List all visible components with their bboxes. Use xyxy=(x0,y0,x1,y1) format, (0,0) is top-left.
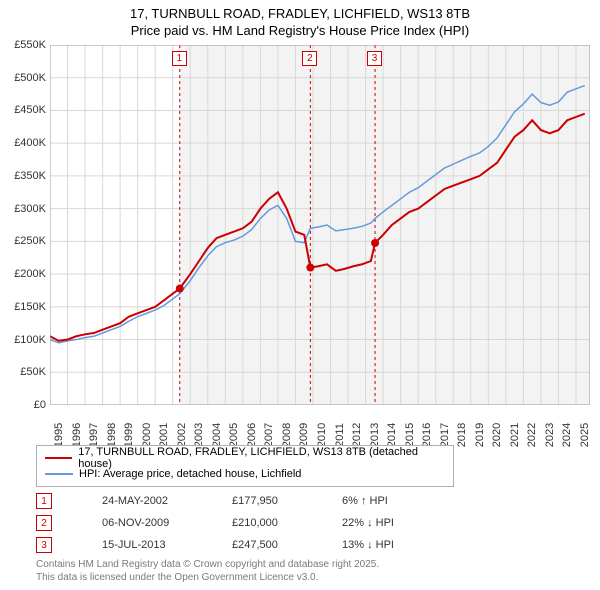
marker-badge: 1 xyxy=(36,493,52,509)
x-tick-label: 2022 xyxy=(526,423,538,447)
y-axis-labels: £0£50K£100K£150K£200K£250K£300K£350K£400… xyxy=(0,45,48,405)
x-tick-label: 2023 xyxy=(544,423,556,447)
legend-row-property: 17, TURNBULL ROAD, FRADLEY, LICHFIELD, W… xyxy=(45,450,445,466)
x-tick-label: 2025 xyxy=(579,423,591,447)
x-tick-label: 2014 xyxy=(386,423,398,447)
legend-swatch-hpi xyxy=(45,473,73,475)
x-tick-label: 2019 xyxy=(474,423,486,447)
marker-date: 06-NOV-2009 xyxy=(102,517,232,529)
y-tick-label: £50K xyxy=(20,366,46,378)
y-tick-label: £400K xyxy=(14,137,46,149)
x-tick-label: 2003 xyxy=(193,423,205,447)
plot-area: 1 2 3 xyxy=(50,45,590,405)
title-line-2: Price paid vs. HM Land Registry's House … xyxy=(0,23,600,40)
x-tick-label: 2007 xyxy=(263,423,275,447)
marker-price: £177,950 xyxy=(232,495,342,507)
marker-price: £247,500 xyxy=(232,539,342,551)
chart-title: 17, TURNBULL ROAD, FRADLEY, LICHFIELD, W… xyxy=(0,0,600,40)
x-tick-label: 2017 xyxy=(439,423,451,447)
y-tick-label: £450K xyxy=(14,104,46,116)
footer-line-1: Contains HM Land Registry data © Crown c… xyxy=(36,558,379,571)
x-tick-label: 1999 xyxy=(123,423,135,447)
marker-price: £210,000 xyxy=(232,517,342,529)
x-tick-label: 2016 xyxy=(421,423,433,447)
x-tick-label: 2009 xyxy=(298,423,310,447)
marker-date: 24-MAY-2002 xyxy=(102,495,232,507)
marker-pct: 6% ↑ HPI xyxy=(342,495,442,507)
y-tick-label: £300K xyxy=(14,203,46,215)
x-axis-labels: 1995 1996 1997 1998 1999 2000 2001 2002 2003 2004… xyxy=(50,405,590,445)
x-tick-label: 2012 xyxy=(351,423,363,447)
x-tick-label: 2006 xyxy=(246,423,258,447)
chart-container: 17, TURNBULL ROAD, FRADLEY, LICHFIELD, W… xyxy=(0,0,600,590)
plot-svg xyxy=(50,45,590,405)
y-tick-label: £550K xyxy=(14,39,46,51)
chart-marker-badge-1: 1 xyxy=(172,51,187,66)
marker-row-3: 3 15-JUL-2013£247,50013% ↓ HPI xyxy=(36,534,442,556)
chart-marker-badge-3: 3 xyxy=(367,51,382,66)
marker-badge: 3 xyxy=(36,537,52,553)
legend-box: 17, TURNBULL ROAD, FRADLEY, LICHFIELD, W… xyxy=(36,445,454,487)
x-tick-label: 2015 xyxy=(404,423,416,447)
chart-marker-badge-2: 2 xyxy=(302,51,317,66)
y-tick-label: £250K xyxy=(14,235,46,247)
markers-table: 1 24-MAY-2002£177,9506% ↑ HPI 2 06-NOV-2009… xyxy=(36,490,442,556)
y-tick-label: £100K xyxy=(14,334,46,346)
footer-text: Contains HM Land Registry data © Crown c… xyxy=(36,558,379,584)
legend-label-hpi: HPI: Average price, detached house, Lich… xyxy=(79,468,301,480)
x-tick-label: 2004 xyxy=(211,423,223,447)
y-tick-label: £0 xyxy=(34,399,46,411)
x-tick-label: 2010 xyxy=(316,423,328,447)
x-tick-label: 2013 xyxy=(369,423,381,447)
x-tick-label: 2024 xyxy=(561,423,573,447)
footer-line-2: This data is licensed under the Open Gov… xyxy=(36,571,379,584)
x-tick-label: 1998 xyxy=(106,423,118,447)
marker-pct: 22% ↓ HPI xyxy=(342,517,442,529)
marker-badge: 2 xyxy=(36,515,52,531)
title-line-1: 17, TURNBULL ROAD, FRADLEY, LICHFIELD, W… xyxy=(0,6,600,23)
x-tick-label: 2002 xyxy=(176,423,188,447)
x-tick-label: 2008 xyxy=(281,423,293,447)
marker-pct: 13% ↓ HPI xyxy=(342,539,442,551)
x-tick-label: 2021 xyxy=(509,423,521,447)
x-tick-label: 2000 xyxy=(141,423,153,447)
x-tick-label: 2001 xyxy=(158,423,170,447)
legend-label-property: 17, TURNBULL ROAD, FRADLEY, LICHFIELD, W… xyxy=(78,446,445,470)
x-tick-label: 2020 xyxy=(491,423,503,447)
y-tick-label: £150K xyxy=(14,301,46,313)
y-tick-label: £200K xyxy=(14,268,46,280)
y-tick-label: £350K xyxy=(14,170,46,182)
x-tick-label: 1996 xyxy=(71,423,83,447)
x-tick-label: 1995 xyxy=(53,423,65,447)
x-tick-label: 2005 xyxy=(228,423,240,447)
marker-row-2: 2 06-NOV-2009£210,00022% ↓ HPI xyxy=(36,512,442,534)
x-tick-label: 2018 xyxy=(456,423,468,447)
legend-swatch-property xyxy=(45,457,72,459)
x-tick-label: 1997 xyxy=(88,423,100,447)
x-tick-label: 2011 xyxy=(334,423,346,447)
y-tick-label: £500K xyxy=(14,72,46,84)
marker-date: 15-JUL-2013 xyxy=(102,539,232,551)
marker-row-1: 1 24-MAY-2002£177,9506% ↑ HPI xyxy=(36,490,442,512)
